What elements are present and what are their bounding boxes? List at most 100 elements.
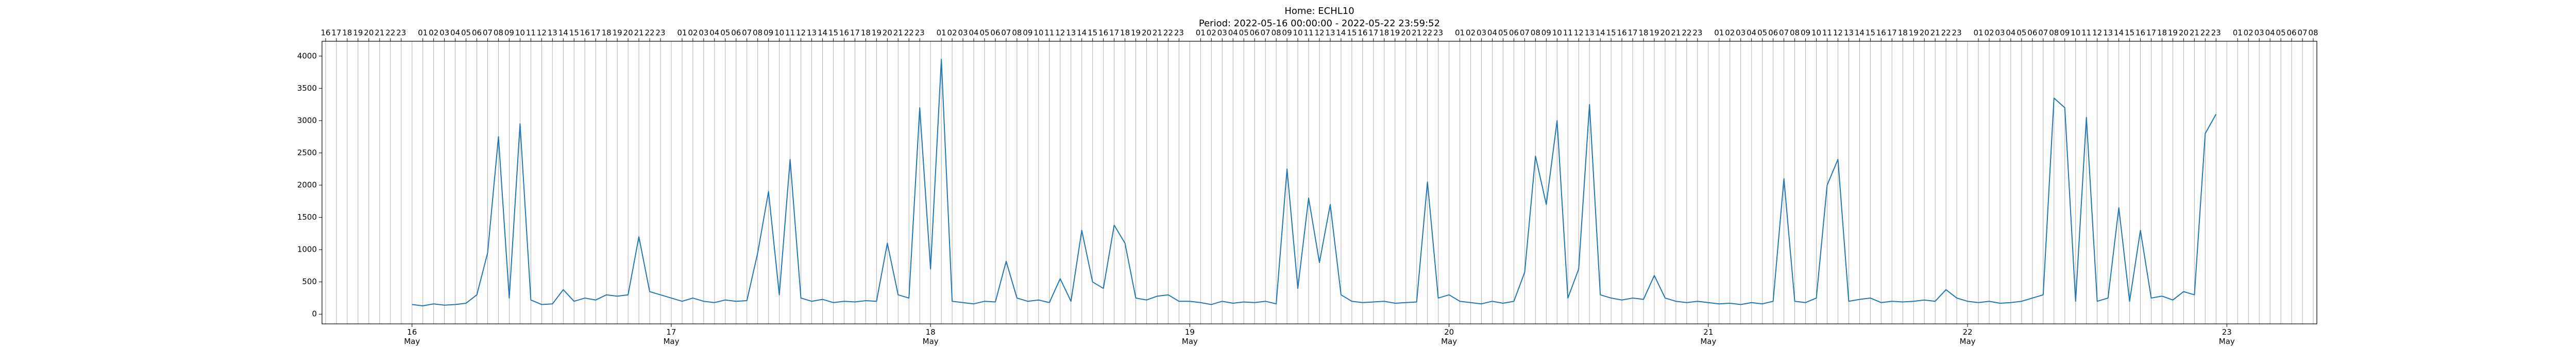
x2-tick-label: 16 xyxy=(839,28,849,38)
x2-tick-label: 08 xyxy=(1272,28,1281,38)
x2-tick-label: 20 xyxy=(1142,28,1151,38)
x2-tick-label: 19 xyxy=(1390,28,1400,38)
x2-tick-label: 23 xyxy=(396,28,406,38)
x2-tick-label: 11 xyxy=(785,28,795,38)
x2-tick-label: 07 xyxy=(1001,28,1011,38)
x2-tick-label: 09 xyxy=(1541,28,1551,38)
x2-tick-label: 02 xyxy=(1207,28,1216,38)
x2-tick-label: 18 xyxy=(1638,28,1648,38)
x2-tick-label: 17 xyxy=(1109,28,1119,38)
y-tick-label: 4000 xyxy=(297,51,317,60)
x2-tick-label: 06 xyxy=(1768,28,1778,38)
x2-tick-label: 23 xyxy=(915,28,925,38)
x2-tick-label: 09 xyxy=(1023,28,1032,38)
plot-area xyxy=(412,59,2217,306)
x-tick-label: 19 May xyxy=(1182,327,1198,346)
x2-tick-label: 14 xyxy=(2114,28,2124,38)
x2-tick-label: 05 xyxy=(979,28,989,38)
x2-tick-label: 03 xyxy=(1477,28,1486,38)
x2-tick-label: 15 xyxy=(1088,28,1097,38)
x2-tick-label: 21 xyxy=(375,28,384,38)
chart-title: Home: ECHL10 xyxy=(1284,6,1354,17)
x2-tick-label: 19 xyxy=(353,28,363,38)
x2-tick-label: 08 xyxy=(753,28,762,38)
x2-tick-label: 09 xyxy=(1282,28,1292,38)
x2-tick-label: 06 xyxy=(1250,28,1260,38)
x2-tick-label: 16 xyxy=(1876,28,1886,38)
x2-tick-label: 21 xyxy=(893,28,903,38)
x2-tick-label: 14 xyxy=(1077,28,1087,38)
x2-tick-label: 10 xyxy=(515,28,525,38)
x2-tick-label: 16 xyxy=(1098,28,1108,38)
x2-tick-label: 21 xyxy=(1930,28,1940,38)
x2-tick-label: 05 xyxy=(1239,28,1249,38)
x2-tick-label: 19 xyxy=(872,28,882,38)
x2-tick-label: 08 xyxy=(494,28,503,38)
x2-tick-label: 17 xyxy=(591,28,601,38)
x2-tick-label: 21 xyxy=(1671,28,1681,38)
x2-tick-label: 02 xyxy=(947,28,957,38)
x2-tick-label: 14 xyxy=(1855,28,1865,38)
x2-tick-label: 22 xyxy=(1422,28,1432,38)
x2-tick-label: 17 xyxy=(850,28,860,38)
x2-tick-label: 16 xyxy=(2136,28,2145,38)
x2-tick-label: 07 xyxy=(1779,28,1789,38)
x2-tick-label: 13 xyxy=(1066,28,1076,38)
x2-tick-label: 02 xyxy=(429,28,438,38)
x2-tick-label: 07 xyxy=(742,28,752,38)
x2-tick-label: 23 xyxy=(1174,28,1184,38)
x2-tick-label: 22 xyxy=(385,28,395,38)
x2-tick-label: 05 xyxy=(1498,28,1508,38)
x2-tick-label: 22 xyxy=(1163,28,1173,38)
x2-tick-label: 02 xyxy=(688,28,698,38)
x2-tick-label: 20 xyxy=(883,28,892,38)
x2-tick-label: 06 xyxy=(731,28,741,38)
x2-tick-label: 16 xyxy=(320,28,330,38)
x2-tick-label: 13 xyxy=(548,28,557,38)
x2-tick-label: 07 xyxy=(1261,28,1270,38)
x-tick-label: 16 May xyxy=(404,327,420,346)
x2-tick-label: 08 xyxy=(1531,28,1540,38)
x2-tick-label: 12 xyxy=(1833,28,1843,38)
x2-tick-label: 22 xyxy=(1941,28,1951,38)
chart-subtitle: Period: 2022-05-16 00:00:00 - 2022-05-22… xyxy=(1199,18,1440,29)
x2-tick-label: 19 xyxy=(1649,28,1659,38)
x2-tick-label: 23 xyxy=(1692,28,1702,38)
y-tick-label: 2000 xyxy=(297,180,317,190)
x2-tick-label: 15 xyxy=(2125,28,2134,38)
x2-tick-label: 06 xyxy=(472,28,482,38)
x2-tick-label: 04 xyxy=(1747,28,1756,38)
x2-tick-label: 19 xyxy=(2168,28,2178,38)
x2-tick-label: 18 xyxy=(602,28,612,38)
y-tick-label: 0 xyxy=(312,309,317,319)
x2-tick-label: 23 xyxy=(1952,28,1962,38)
x2-tick-label: 03 xyxy=(1995,28,2005,38)
x2-tick-label: 18 xyxy=(1898,28,1908,38)
x2-tick-label: 03 xyxy=(699,28,708,38)
x2-tick-label: 13 xyxy=(1844,28,1854,38)
x2-tick-label: 10 xyxy=(1811,28,1821,38)
x2-tick-label: 11 xyxy=(1822,28,1832,38)
x2-tick-label: 01 xyxy=(937,28,946,38)
x2-tick-label: 06 xyxy=(2287,28,2297,38)
grid xyxy=(325,41,2314,324)
x2-tick-label: 05 xyxy=(461,28,471,38)
x2-tick-label: 20 xyxy=(1660,28,1670,38)
x2-tick-label: 16 xyxy=(1617,28,1627,38)
x2-tick-label: 07 xyxy=(2038,28,2048,38)
x2-tick-label: 01 xyxy=(1455,28,1465,38)
x2-tick-label: 10 xyxy=(1033,28,1043,38)
x2-tick-label: 23 xyxy=(2211,28,2221,38)
x2-tick-label: 03 xyxy=(958,28,968,38)
x2-tick-label: 01 xyxy=(1973,28,1983,38)
x2-tick-label: 07 xyxy=(483,28,493,38)
x2-tick-label: 12 xyxy=(537,28,547,38)
x2-tick-label: 04 xyxy=(709,28,719,38)
x2-tick-label: 06 xyxy=(1509,28,1519,38)
x2-tick-label: 17 xyxy=(2146,28,2156,38)
x2-tick-label: 10 xyxy=(1552,28,1562,38)
data-line xyxy=(412,59,2217,306)
x2-tick-label: 18 xyxy=(1120,28,1130,38)
x2-tick-label: 13 xyxy=(1325,28,1335,38)
x2-tick-label: 15 xyxy=(1866,28,1875,38)
